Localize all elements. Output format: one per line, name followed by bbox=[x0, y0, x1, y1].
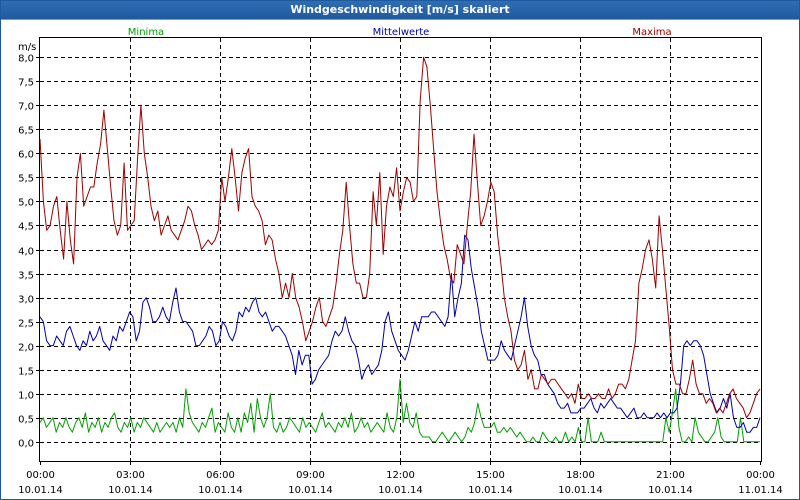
x-tick-time: 03:00 bbox=[116, 470, 145, 481]
x-tick-date: 10.01.14 bbox=[108, 485, 153, 496]
legend-mittelwerte: Mittelwerte bbox=[373, 27, 430, 38]
y-tick-label: 0,5 bbox=[18, 415, 34, 426]
x-tick-time: 21:00 bbox=[656, 470, 685, 481]
series-line-mittel bbox=[39, 234, 761, 433]
y-tick-label: 6,0 bbox=[18, 150, 34, 161]
legend-maxima: Maxima bbox=[632, 27, 671, 38]
grid-vertical bbox=[130, 38, 671, 461]
y-tick-label: 3,5 bbox=[18, 271, 34, 282]
x-tick-date: 10.01.14 bbox=[468, 485, 513, 496]
y-tick-label: 5,0 bbox=[18, 198, 34, 209]
series-layer bbox=[39, 56, 761, 443]
y-tick-label: 4,5 bbox=[18, 222, 34, 233]
y-tick-label: 2,0 bbox=[18, 343, 34, 354]
x-tick-date: 11.01.14 bbox=[738, 485, 783, 496]
x-tick-date: 10.01.14 bbox=[558, 485, 603, 496]
y-axis-ticks: 0,0 0,5 1,0 1,5 2,0 2,5 3,0 3,5 4,0 4,5 5,0 5,5 6,0 6… bbox=[18, 54, 40, 450]
y-tick-label: 5,5 bbox=[18, 174, 34, 185]
x-tick-time: 18:00 bbox=[566, 470, 595, 481]
x-tick-time: 12:00 bbox=[386, 470, 415, 481]
x-tick-date: 10.01.14 bbox=[288, 485, 333, 496]
x-tick-date: 10.01.14 bbox=[378, 485, 423, 496]
y-tick-label: 1,0 bbox=[18, 391, 34, 402]
x-tick-date: 10.01.14 bbox=[18, 485, 63, 496]
y-tick-label: 2,5 bbox=[18, 319, 34, 330]
series-line-minima bbox=[39, 378, 760, 443]
y-axis-label: m/s bbox=[18, 42, 36, 53]
y-tick-label: 7,5 bbox=[18, 78, 34, 89]
chart-title: Windgeschwindigkeit [m/s] skaliert bbox=[1, 1, 799, 20]
x-tick-date: 10.01.14 bbox=[198, 485, 243, 496]
x-tick-time: 06:00 bbox=[206, 470, 235, 481]
y-tick-label: 1,5 bbox=[18, 367, 34, 378]
y-tick-label: 8,0 bbox=[18, 54, 34, 65]
series-line-maxima bbox=[39, 56, 761, 419]
x-tick-time: 00:00 bbox=[746, 470, 775, 481]
y-tick-label: 3,0 bbox=[18, 295, 34, 306]
x-tick-time: 15:00 bbox=[476, 470, 505, 481]
y-tick-label: 4,0 bbox=[18, 247, 34, 258]
x-tick-time: 09:00 bbox=[296, 470, 325, 481]
legend-minima: Minima bbox=[128, 27, 164, 38]
y-tick-label: 0,0 bbox=[18, 439, 34, 450]
x-axis-ticks: 00:00 10.01.14 03:00 10.01.14 06:00 10.01.14 0… bbox=[18, 461, 783, 496]
y-tick-label: 6,5 bbox=[18, 126, 34, 137]
y-tick-label: 7,0 bbox=[18, 102, 34, 113]
x-tick-date: 10.01.14 bbox=[648, 485, 693, 496]
x-tick-time: 00:00 bbox=[26, 470, 55, 481]
